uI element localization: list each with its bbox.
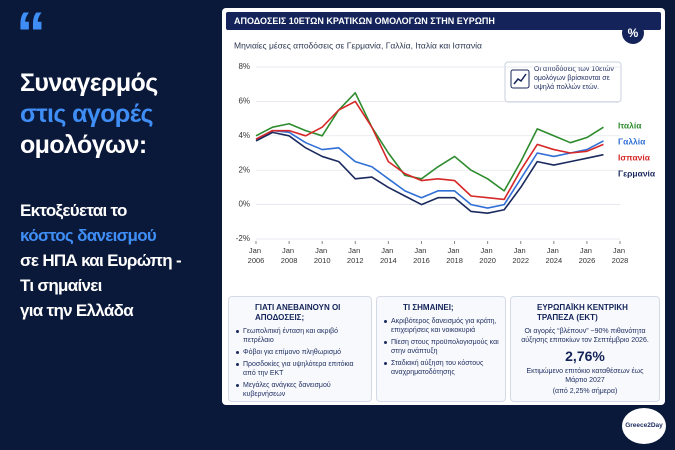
line (255, 129, 604, 209)
x-tick-label: Jan 2016 (413, 246, 430, 265)
panel-title: ΕΥΡΩΠΑΪΚΗ ΚΕΝΤΡΙΚΗ ΤΡΑΠΕΖΑ (ΕΚΤ) (537, 303, 628, 322)
panel-item: Φόβοι για επίμονο πληθωρισμό (236, 348, 365, 357)
legend-label: Γαλλία (618, 136, 646, 146)
x-tick-label: Jan 2022 (512, 246, 529, 265)
panel-title: ΓΙΑΤΙ ΑΝΕΒΑΙΝΟΥΝ ΟΙ ΑΠΟΔΟΣΕΙΣ; (255, 303, 341, 322)
panel: ΓΙΑΤΙ ΑΝΕΒΑΙΝΟΥΝ ΟΙ ΑΠΟΔΟΣΕΙΣ; Γεωπολιτι… (228, 296, 372, 402)
headline: Συναγερμός στις αγορές ομολόγων: (20, 68, 220, 161)
badge (622, 22, 644, 44)
panel-figure: 2,76% (565, 348, 605, 364)
line (255, 131, 604, 214)
title-bar (226, 12, 661, 30)
x-tick-label: Jan 2008 (281, 246, 298, 265)
y-tick-label: 8% (238, 62, 250, 71)
subheadline-line: Τι σημαίνει (20, 276, 102, 295)
quote-mark: “ (16, 0, 46, 67)
chart-subtitle: Μηνιαίες μέσες αποδόσεις σε Γερμανία, Γα… (234, 40, 482, 50)
x-tick-label: Jan 2010 (314, 246, 331, 265)
headline-line: στις αγορές (20, 100, 153, 128)
y-tick-label: 2% (238, 165, 250, 174)
panel-items: Ακριβότερος δανεισμός για κράτη, επιχειρ… (377, 317, 505, 377)
panel-text: Οι αγορές “βλέπουν” ~90% πιθανότητα αύξη… (521, 328, 649, 344)
line (255, 100, 604, 201)
y-tick-label: 0% (238, 200, 250, 209)
badge-text: % (628, 26, 639, 40)
x-tick-label: Jan 2020 (479, 246, 496, 265)
panel-item: Γεωπολιτική ένταση και ακριβό πετρέλαιο (236, 327, 365, 345)
legend-label: Ιταλία (618, 120, 642, 130)
panel-title: ΤΙ ΣΗΜΑΙΝΕΙ; (403, 303, 454, 312)
x-tick-label: Jan 2028 (612, 246, 629, 265)
x-tick-label: Jan 2018 (446, 246, 463, 265)
panel-item: Σταδιακή αύξηση του κόστους αναχρηματοδό… (384, 359, 499, 377)
x-tick-label: Jan 2026 (579, 246, 596, 265)
y-tick-label: -2% (236, 234, 250, 243)
x-tick-label: Jan 2024 (545, 246, 562, 265)
y-tick-label: 4% (238, 131, 250, 140)
logo: Greece2Day (622, 408, 666, 444)
subheadline-line: Εκτοξεύεται το (20, 201, 127, 220)
subheadline-line: σε ΗΠΑ και Ευρώπη - (20, 251, 182, 270)
annotation-icon (513, 73, 527, 85)
annotation: Οι αποδόσεις των 10ετών ομολόγων βρίσκον… (534, 66, 614, 91)
panel: ΕΥΡΩΠΑΪΚΗ ΚΕΝΤΡΙΚΗ ΤΡΑΠΕΖΑ (ΕΚΤ) Οι αγορ… (510, 296, 660, 402)
panel-note: Εκτιμώμενο επιτόκιο καταθέσεων έως Μάρτι… (526, 368, 644, 384)
panel-sub: (από 2,25% σήμερα) (552, 388, 618, 395)
panel-item: Προσδοκίες για υψηλότερα επιτόκια από τη… (236, 360, 365, 378)
panel-item: Πίεση στους προϋπολογισμούς και στην ανά… (384, 339, 499, 355)
legend-label: Ισπανία (618, 152, 651, 162)
line (255, 92, 604, 192)
legend-label: Γερμανία (618, 168, 656, 178)
chart-card: ΑΠΟΔΟΣΕΙΣ 10ΕΤΩΝ ΚΡΑΤΙΚΩΝ ΟΜΟΛΟΓΩΝ ΣΤΗΝ … (222, 8, 665, 405)
annotation-icon (510, 69, 530, 89)
panel-item: Μεγάλες ανάγκες δανεισμού κυβερνήσεων (236, 381, 365, 399)
x-tick-label: Jan 2006 (248, 246, 265, 265)
panel-item: Ακριβότερος δανεισμός για κράτη, επιχειρ… (384, 317, 499, 335)
subheadline-line: για την Ελλάδα (20, 301, 134, 320)
annotation-box (504, 61, 622, 103)
headline-line: ομολόγων: (20, 131, 147, 159)
chart: ΑΠΟΔΟΣΕΙΣ 10ΕΤΩΝ ΚΡΑΤΙΚΩΝ ΟΜΟΛΟΓΩΝ ΣΤΗΝ … (226, 12, 661, 265)
headline-line: Συναγερμός (20, 69, 158, 97)
panel-items: Γεωπολιτική ένταση και ακριβό πετρέλαιο Φ… (229, 327, 371, 399)
panel: ΤΙ ΣΗΜΑΙΝΕΙ; Ακριβότερος δανεισμός για κ… (376, 296, 506, 402)
subheadline: Εκτοξεύεται το κόστος δανεισμού σε ΗΠΑ κ… (20, 198, 222, 323)
x-tick-label: Jan 2014 (380, 246, 397, 265)
chart-title: ΑΠΟΔΟΣΕΙΣ 10ΕΤΩΝ ΚΡΑΤΙΚΩΝ ΟΜΟΛΟΓΩΝ ΣΤΗΝ … (234, 16, 495, 26)
x-tick-label: Jan 2012 (347, 246, 364, 265)
y-tick-label: 6% (238, 97, 250, 106)
annotation-wrap: Οι αποδόσεις των 10ετών ομολόγων βρίσκον… (534, 66, 614, 91)
subheadline-line: κόστος δανεισμού (20, 226, 157, 245)
